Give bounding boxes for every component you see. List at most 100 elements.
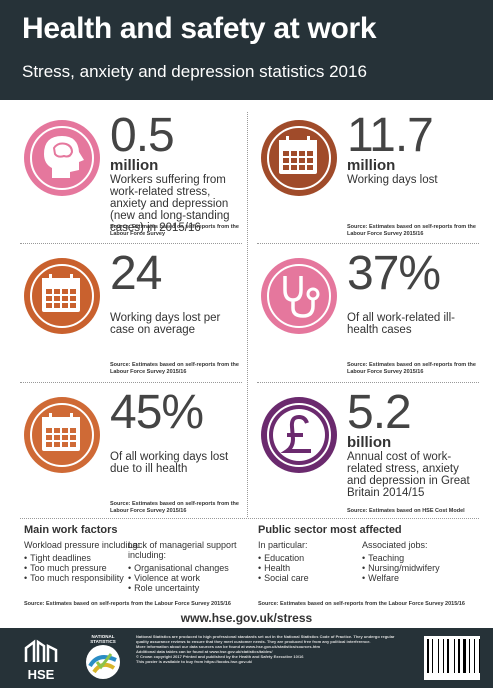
stat-description: Working days lost (347, 174, 438, 186)
stat-text: Of all work-related ill-health cases (347, 312, 477, 336)
stat-value: 0.5 (110, 109, 175, 162)
section: Public sector most affected In particular… (258, 524, 483, 607)
stat-source: Source: Estimates based on self-reports … (110, 224, 239, 237)
icon-shape (307, 158, 313, 163)
icon-shape (280, 414, 311, 453)
stat-tile: 0.5 million Workers suffering from work-re… (20, 110, 242, 242)
barcode-bar (427, 639, 429, 673)
icon-shape (70, 413, 73, 421)
icon-shape (291, 165, 297, 170)
icon-shape (52, 142, 74, 158)
barcode-bar (463, 639, 466, 673)
barcode-bar (454, 639, 455, 673)
barcode-bar (474, 639, 475, 673)
stat-value: 45% (110, 386, 204, 439)
stat-source: Source: Estimates based on HSE Cost Mode… (347, 508, 465, 514)
column-heading: Workload pressure including: (24, 540, 140, 550)
icon-shape (283, 276, 315, 318)
stat-source: Source: Estimates based on self-reports … (110, 501, 239, 514)
section-column: Associated jobs: TeachingNursing/midwifer… (362, 540, 480, 583)
section-column: Lack of managerial support including: Org… (128, 540, 246, 593)
icon-shape (299, 165, 305, 170)
section-source: Source: Estimates based on self-reports … (24, 601, 231, 607)
icon-shape (42, 417, 80, 424)
icon-shape (283, 165, 289, 170)
icon-shape (46, 435, 52, 440)
footer-notes: National Statistics are produced to high… (136, 634, 406, 664)
barcode-lines (427, 639, 491, 673)
section: Main work factors Workload pressure inclu… (24, 524, 249, 607)
list-item: Social care (264, 573, 376, 583)
list-item: Role uncertainty (134, 583, 246, 593)
column-heading: In particular: (258, 540, 308, 550)
stat-icon (24, 397, 100, 473)
list-item: Too much pressure (30, 563, 142, 573)
separator (257, 382, 479, 383)
icon-shape (307, 136, 310, 144)
stat-text: Working days lost per case on average (110, 312, 240, 336)
icon-shape (49, 274, 52, 282)
stat-tile: 24 Working days lost per case on average S… (20, 248, 242, 380)
stat-tile: 11.7 million Working days lost Source: Esti… (257, 110, 479, 242)
stat-description: Workers suffering from work-related stre… (110, 174, 230, 234)
icon-shape (46, 303, 52, 308)
barcode-bar (469, 639, 470, 673)
separator (20, 243, 242, 244)
item-list: EducationHealthSocial care (258, 553, 376, 583)
icon-shape (279, 140, 317, 147)
item-list: Tight deadlinesToo much pressureToo much… (24, 553, 142, 583)
icon-shape (283, 151, 289, 156)
stat-tile: 5.2 billion Annual cost of work-related st… (257, 387, 479, 519)
column-heading: Associated jobs: (362, 540, 428, 550)
footer: HSE NATIONAL STATISTICS National Statist… (0, 628, 493, 688)
item-list: TeachingNursing/midwiferyWelfare (362, 553, 480, 583)
icon-shape (70, 296, 76, 301)
stat-description: Of all work-related ill-health cases (347, 312, 455, 336)
stat-text: million Workers suffering from work-relat… (110, 157, 240, 235)
icon-shape (54, 442, 60, 447)
hse-logo: HSE (18, 638, 64, 682)
stat-text: Of all working days lost due to ill heal… (110, 451, 240, 475)
section-source: Source: Estimates based on self-reports … (258, 601, 465, 607)
barcode-bar (447, 639, 449, 673)
icon-shape (299, 158, 305, 163)
icon-shape (54, 296, 60, 301)
stat-text: million Working days lost (347, 158, 477, 187)
list-item: Health (264, 563, 376, 573)
stat-value: 5.2 (347, 386, 412, 439)
footer-note: National Statistics are produced to high… (136, 634, 395, 644)
section-title: Public sector most affected (258, 524, 402, 536)
icon-shape (286, 136, 289, 144)
logo-mark (86, 645, 120, 679)
stat-source: Source: Estimates based on self-reports … (110, 362, 239, 375)
barcode-bar (443, 639, 444, 673)
list-item: Organisational changes (134, 563, 246, 573)
stat-value: 11.7 (347, 109, 434, 162)
separator (20, 518, 479, 519)
list-item: Nursing/midwifery (368, 563, 480, 573)
icon-shape (54, 428, 60, 433)
section-title: Main work factors (24, 524, 118, 536)
stat-unit: million (110, 157, 159, 174)
footer-note: This poster is available to buy from htt… (136, 659, 253, 664)
icon-shape (299, 151, 305, 156)
logo-text: HSE (27, 667, 55, 682)
icon-shape (70, 435, 76, 440)
icon-shape (54, 435, 60, 440)
icon-shape (46, 442, 52, 447)
column-heading: Lack of managerial support including: (128, 540, 237, 560)
icon-shape (62, 428, 68, 433)
icon-shape (70, 303, 76, 308)
logo-text: NATIONAL STATISTICS (90, 634, 116, 644)
list-item: Violence at work (134, 573, 246, 583)
stat-description: Working days lost per case on average (110, 312, 221, 336)
icon-shape (291, 158, 297, 163)
icon-shape (62, 435, 68, 440)
icon-shape (70, 289, 76, 294)
section-column: In particular: EducationHealthSocial care (258, 540, 376, 583)
section-column: Workload pressure including: Tight deadli… (24, 540, 142, 583)
icon-shape (70, 442, 76, 447)
stat-description: Of all working days lost due to ill heal… (110, 451, 229, 475)
stat-icon (261, 120, 337, 196)
barcode-bar (458, 639, 460, 673)
